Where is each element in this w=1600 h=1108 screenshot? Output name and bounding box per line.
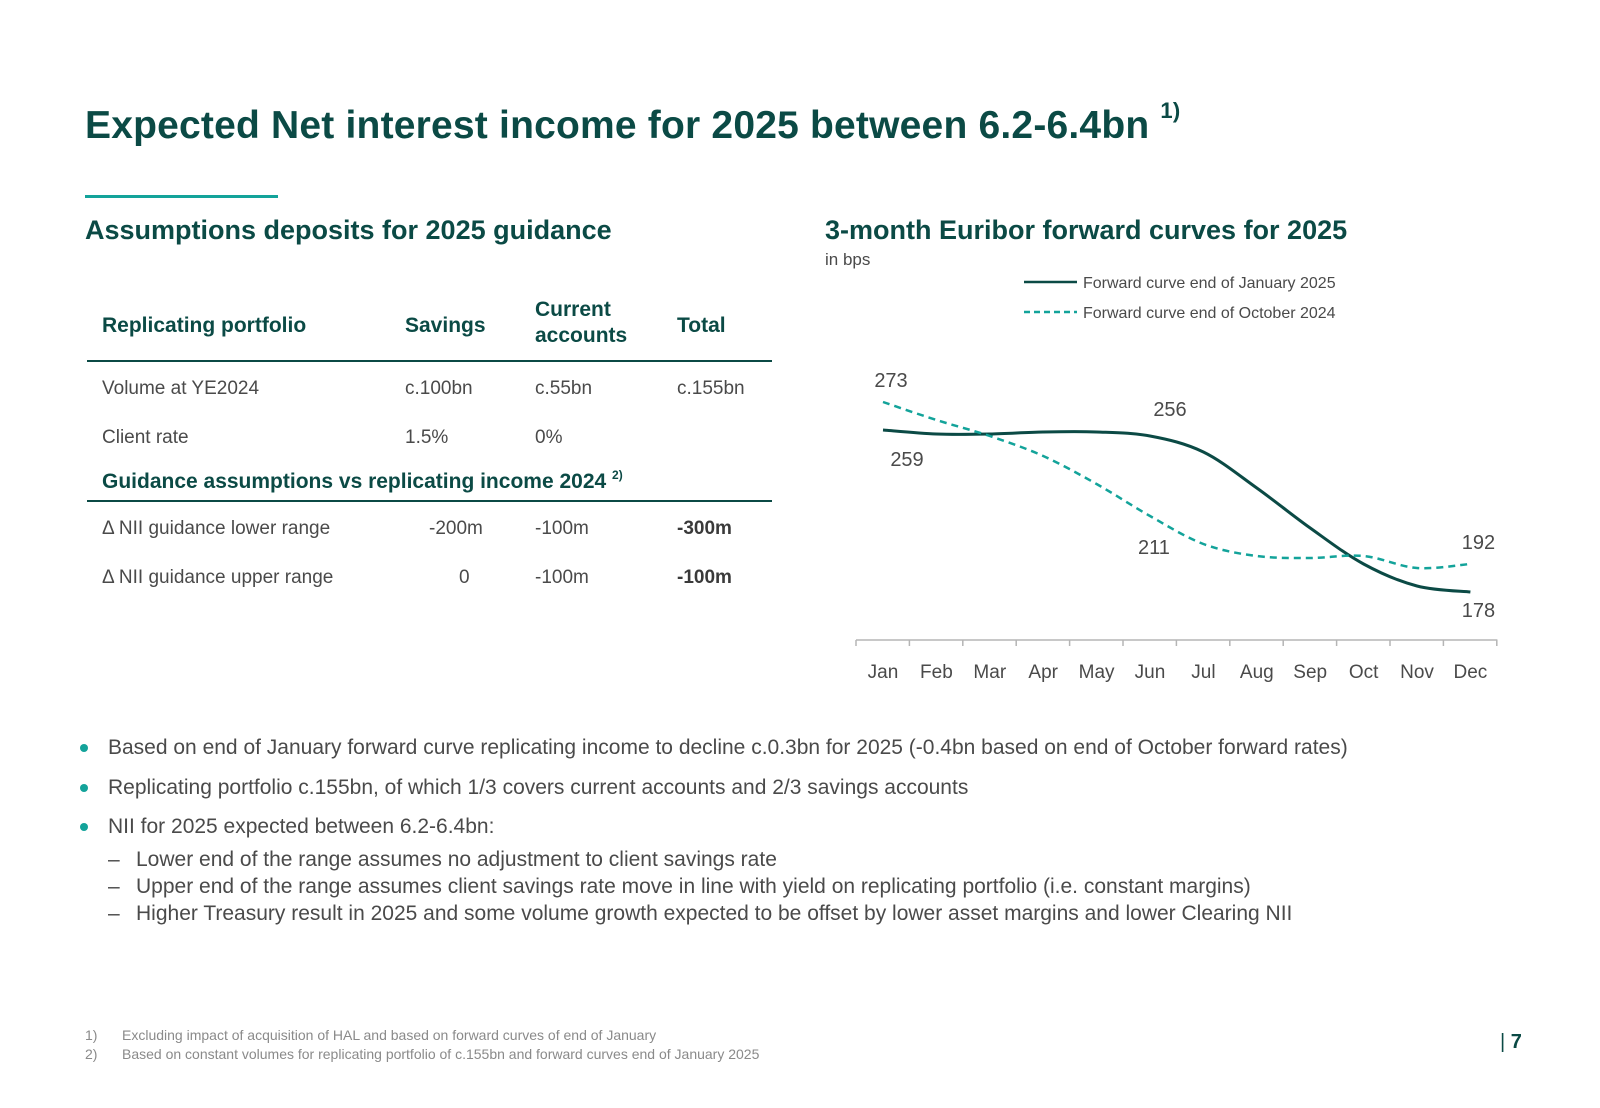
x-tick-label-jan: Jan — [868, 662, 899, 683]
row-total: c.155bn — [677, 378, 745, 399]
footnote-text: Excluding impact of acquisition of HAL a… — [122, 1027, 657, 1043]
data-label-2: 259 — [890, 449, 923, 471]
row-total: -300m — [677, 518, 732, 539]
row-current-accounts: c.55bn — [535, 378, 593, 399]
sub-bullet-dash: – — [108, 875, 120, 898]
header-current: Current — [535, 298, 611, 321]
row-current-accounts: -100m — [535, 567, 589, 588]
title-underline — [85, 195, 278, 198]
row-savings: 0 — [459, 567, 470, 588]
chart-lines — [882, 400, 1471, 594]
bullet-dot — [80, 744, 88, 752]
row-current-accounts: 0% — [535, 427, 563, 448]
chart-x-axis: Jan Feb Mar Apr May Jun Jul Aug Sep Oct Nov Dec — [855, 639, 1498, 683]
x-tick-label-sep: Sep — [1293, 662, 1327, 683]
bullet-text: NII for 2025 expected between 6.2-6.4bn: — [108, 815, 495, 838]
data-label-1: 273 — [874, 370, 907, 392]
series-line-2 — [882, 400, 1471, 570]
x-tick-label-oct: Oct — [1349, 662, 1379, 683]
page-title-text: Expected Net interest income for 2025 be… — [85, 104, 1150, 147]
x-tick-label-dec: Dec — [1454, 662, 1488, 683]
row-current-accounts: -100m — [535, 518, 589, 539]
guidance-footnote-ref: 2) — [612, 468, 623, 482]
data-label-6: 178 — [1462, 600, 1495, 622]
bullet-dot — [80, 823, 88, 831]
sub-bullet-text: Upper end of the range assumes client sa… — [136, 875, 1251, 898]
row-savings: -200m — [429, 518, 483, 539]
x-tick-label-nov: Nov — [1400, 662, 1434, 683]
footnote-number: 2) — [85, 1046, 98, 1062]
page-number-separator: | — [1500, 1031, 1506, 1053]
sub-bullet-dash: – — [108, 902, 120, 925]
assumptions-section-title: Assumptions deposits for 2025 guidance — [85, 215, 612, 245]
x-tick-label-mar: Mar — [973, 662, 1006, 683]
page-number: | 7 — [1500, 1031, 1522, 1054]
chart-legend: Forward curve end of January 2025 Forward… — [1024, 275, 1336, 322]
data-label-5: 192 — [1462, 532, 1495, 554]
guidance-rule — [87, 500, 772, 502]
x-tick-label-apr: Apr — [1028, 662, 1058, 683]
sub-bullet-text: Higher Treasury result in 2025 and some … — [136, 902, 1293, 925]
footnote-text: Based on constant volumes for replicatin… — [122, 1046, 760, 1062]
header-accounts: accounts — [535, 324, 628, 347]
data-label-3: 256 — [1153, 399, 1186, 421]
chart-unit-label: in bps — [825, 250, 871, 269]
series-line-1 — [882, 428, 1471, 594]
row-label: Volume at YE2024 — [102, 378, 260, 399]
x-tick-label-jun: Jun — [1135, 662, 1166, 683]
chart-data-labels: 273 259 256 211 192 178 — [874, 370, 1495, 622]
footnote-number: 1) — [85, 1027, 98, 1043]
legend-entry-1: Forward curve end of January 2025 — [1083, 275, 1336, 292]
euribor-section-title: 3-month Euribor forward curves for 2025 — [825, 215, 1348, 245]
header-rule — [87, 360, 772, 362]
header-replicating-portfolio: Replicating portfolio — [102, 314, 307, 337]
x-tick-label-aug: Aug — [1240, 662, 1274, 683]
sub-bullet-dash: – — [108, 848, 120, 871]
row-label: Δ NII guidance upper range — [102, 567, 334, 588]
x-tick-label-feb: Feb — [920, 662, 953, 683]
euribor-forward-curve-chart: Forward curve end of January 2025 Forward… — [855, 275, 1498, 683]
page-number-value: 7 — [1510, 1031, 1522, 1053]
page-title: Expected Net interest income for 2025 be… — [85, 98, 1180, 148]
data-label-4: 211 — [1138, 537, 1170, 559]
row-savings: 1.5% — [405, 427, 449, 448]
bullet-text: Replicating portfolio c.155bn, of which … — [108, 776, 969, 799]
x-tick-label-jul: Jul — [1191, 662, 1215, 683]
row-label: Δ NII guidance lower range — [102, 518, 331, 539]
row-label: Client rate — [102, 427, 189, 448]
sub-bullet-text: Lower end of the range assumes no adjust… — [136, 848, 777, 871]
guidance-subheader: Guidance assumptions vs replicating inco… — [102, 468, 623, 494]
header-total: Total — [677, 314, 726, 337]
bullet-dot — [80, 784, 88, 792]
x-tick-label-may: May — [1079, 662, 1115, 683]
header-savings: Savings — [405, 314, 486, 337]
legend-entry-2: Forward curve end of October 2024 — [1083, 305, 1336, 322]
row-total: -100m — [677, 567, 732, 588]
guidance-subheader-text: Guidance assumptions vs replicating inco… — [102, 470, 607, 493]
row-savings: c.100bn — [405, 378, 473, 399]
bullet-text: Based on end of January forward curve re… — [108, 736, 1348, 759]
title-footnote-ref: 1) — [1160, 98, 1181, 123]
